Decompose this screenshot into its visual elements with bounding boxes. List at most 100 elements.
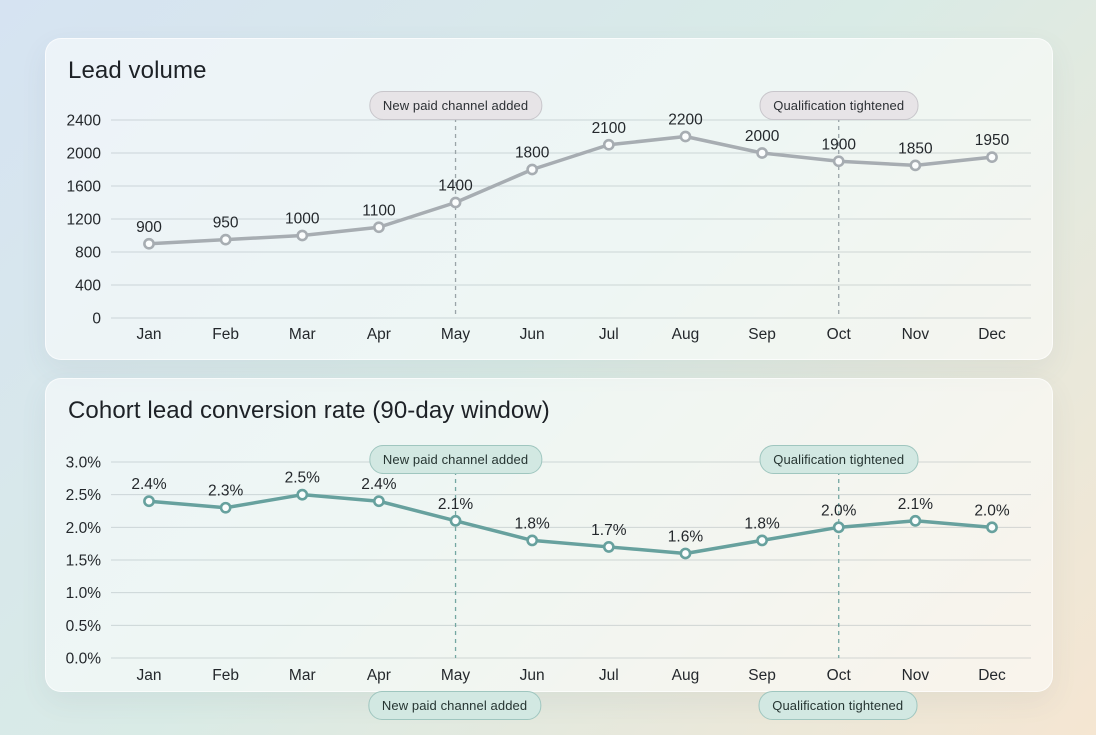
x-tick-label: Mar bbox=[289, 326, 316, 343]
data-point-marker[interactable] bbox=[143, 495, 155, 508]
annotation-pill: New paid channel added bbox=[368, 91, 543, 120]
data-point-label: 1850 bbox=[898, 140, 933, 157]
x-tick-label: Jan bbox=[137, 326, 162, 343]
x-tick-label: Sep bbox=[748, 667, 776, 684]
data-point-label: 1.7% bbox=[591, 522, 627, 539]
y-tick-label: 3.0% bbox=[66, 455, 102, 472]
y-tick-label: 1.5% bbox=[66, 553, 102, 570]
data-point-label: 1100 bbox=[362, 202, 396, 219]
x-tick-label: Feb bbox=[212, 326, 239, 343]
data-point-marker[interactable] bbox=[832, 155, 845, 168]
data-point-marker[interactable] bbox=[449, 514, 462, 527]
conversion-rate-chart: 0.0% 0.5% 1.0% 1.5% 2.0% 2.5% 3.0% 2.4% 2.3% 2.5%… bbox=[66, 455, 1031, 684]
data-point-label: 1950 bbox=[975, 132, 1010, 149]
x-tick-label: Jan bbox=[137, 667, 162, 684]
annotation-pill: Qualification tightened bbox=[759, 91, 919, 120]
data-point-label: 2.1% bbox=[898, 496, 934, 513]
y-tick-label: 2000 bbox=[67, 146, 102, 163]
data-point-label: 1800 bbox=[515, 145, 550, 162]
data-point-marker[interactable] bbox=[143, 237, 155, 250]
data-point-label: 1900 bbox=[821, 136, 856, 153]
series-line bbox=[147, 492, 994, 556]
data-point-marker[interactable] bbox=[756, 534, 768, 547]
data-point-marker[interactable] bbox=[449, 196, 462, 209]
footer-annotation-pill: New paid channel added bbox=[367, 691, 542, 720]
x-tick-label: May bbox=[441, 326, 471, 343]
conversion-rate-card: Cohort lead conversion rate (90-day wind… bbox=[45, 378, 1053, 692]
data-point-marker[interactable] bbox=[832, 521, 845, 534]
x-tick-label: Oct bbox=[827, 667, 852, 684]
lead-volume-card: Lead volume 0 400 800 1200 1600 2000 2400 900 95… bbox=[45, 38, 1053, 360]
data-point-marker[interactable] bbox=[602, 138, 615, 151]
data-point-label: 950 bbox=[213, 215, 239, 232]
data-point-label: 2.3% bbox=[208, 483, 244, 500]
data-point-marker[interactable] bbox=[986, 521, 998, 534]
x-tick-label: Apr bbox=[367, 667, 391, 684]
data-point-label: 2.0% bbox=[821, 502, 857, 519]
data-point-label: 900 bbox=[136, 219, 162, 236]
x-tick-label: Jun bbox=[520, 667, 545, 684]
y-tick-label: 0.5% bbox=[66, 618, 102, 635]
annotation-pill: New paid channel added bbox=[368, 445, 543, 474]
y-tick-label: 2.0% bbox=[66, 520, 102, 537]
data-point-marker[interactable] bbox=[679, 130, 692, 143]
data-point-label: 2200 bbox=[668, 112, 703, 129]
data-point-marker[interactable] bbox=[986, 151, 998, 164]
y-tick-label: 1200 bbox=[67, 212, 102, 229]
x-tick-label: Aug bbox=[672, 326, 700, 343]
y-tick-label: 400 bbox=[75, 278, 101, 295]
data-point-marker[interactable] bbox=[219, 501, 232, 514]
series-line bbox=[147, 134, 994, 246]
data-point-marker[interactable] bbox=[296, 488, 309, 501]
data-point-marker[interactable] bbox=[526, 163, 539, 176]
footer-annotation-pill: Qualification tightened bbox=[758, 691, 918, 720]
x-tick-label: Dec bbox=[978, 667, 1006, 684]
x-tick-label: Sep bbox=[748, 326, 776, 343]
data-point-label: 2100 bbox=[592, 120, 627, 137]
data-point-label: 1400 bbox=[438, 178, 473, 195]
y-tick-label: 800 bbox=[75, 245, 101, 262]
data-point-label: 2.4% bbox=[361, 476, 397, 493]
data-point-marker[interactable] bbox=[679, 547, 692, 560]
x-tick-label: Feb bbox=[212, 667, 239, 684]
data-point-label: 1.8% bbox=[515, 515, 551, 532]
x-tick-label: Oct bbox=[827, 326, 852, 343]
x-tick-label: Nov bbox=[902, 326, 930, 343]
data-point-label: 1.6% bbox=[668, 528, 704, 545]
y-tick-label: 2.5% bbox=[66, 487, 102, 504]
x-tick-label: Jul bbox=[599, 667, 619, 684]
y-tick-label: 2400 bbox=[67, 113, 102, 130]
data-point-marker[interactable] bbox=[526, 534, 539, 547]
data-point-marker[interactable] bbox=[373, 495, 385, 508]
x-tick-label: Apr bbox=[367, 326, 391, 343]
data-point-label: 2000 bbox=[745, 128, 780, 145]
data-point-marker[interactable] bbox=[756, 147, 768, 159]
conversion-rate-title: Cohort lead conversion rate (90-day wind… bbox=[68, 397, 550, 424]
data-point-label: 2.0% bbox=[974, 502, 1010, 519]
data-point-label: 2.1% bbox=[438, 496, 474, 513]
y-tick-label: 0.0% bbox=[66, 651, 102, 668]
data-point-label: 2.5% bbox=[285, 470, 321, 487]
data-point-label: 2.4% bbox=[131, 476, 167, 493]
data-point-marker[interactable] bbox=[373, 221, 385, 234]
y-tick-label: 1600 bbox=[67, 179, 102, 196]
data-point-marker[interactable] bbox=[219, 233, 232, 246]
annotation-pill: Qualification tightened bbox=[759, 445, 919, 474]
x-tick-label: Dec bbox=[978, 326, 1006, 343]
data-point-marker[interactable] bbox=[296, 229, 309, 242]
lead-volume-title: Lead volume bbox=[68, 57, 207, 84]
lead-volume-chart: 0 400 800 1200 1600 2000 2400 900 950 1000 1100 140… bbox=[67, 112, 1031, 343]
data-point-marker[interactable] bbox=[602, 541, 615, 553]
x-tick-label: Nov bbox=[902, 667, 930, 684]
x-tick-label: May bbox=[441, 667, 471, 684]
y-tick-label: 0 bbox=[92, 311, 101, 328]
y-tick-label: 1.0% bbox=[66, 585, 102, 602]
x-tick-label: Jul bbox=[599, 326, 619, 343]
data-point-marker[interactable] bbox=[909, 514, 922, 527]
x-tick-label: Mar bbox=[289, 667, 316, 684]
data-point-marker[interactable] bbox=[909, 159, 922, 172]
data-point-label: 1.8% bbox=[744, 515, 780, 532]
x-tick-label: Jun bbox=[520, 326, 545, 343]
x-tick-label: Aug bbox=[672, 667, 700, 684]
data-point-label: 1000 bbox=[285, 211, 320, 228]
